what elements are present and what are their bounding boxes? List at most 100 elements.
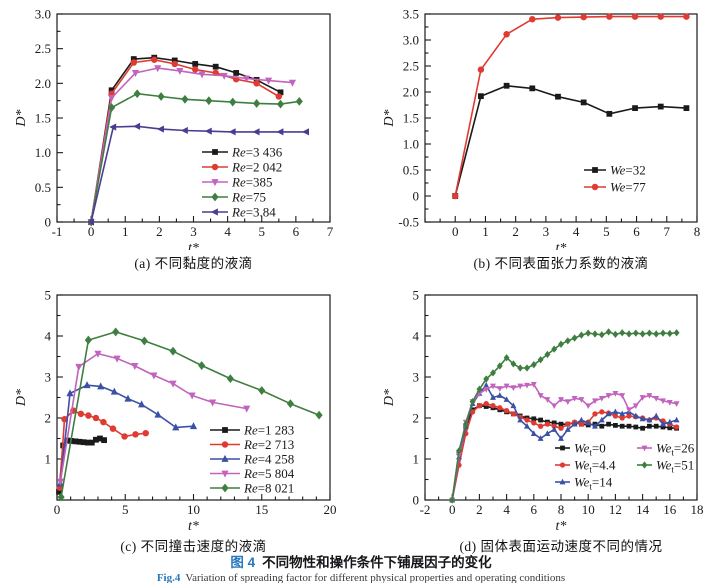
subplot-c: 0 5 10 15 20 1 2 3 4 5 t* D* Re=1 283 Re=2 713 Re=4 25…: [0, 283, 361, 566]
chart-d-series-3: [449, 382, 680, 504]
svg-text:14: 14: [636, 502, 650, 517]
figure-number: 图 4: [230, 555, 256, 570]
svg-text:1.5: 1.5: [35, 111, 51, 126]
svg-text:0: 0: [413, 493, 420, 508]
chart-a-series-4: [87, 122, 310, 226]
svg-text:Wet=4.4: Wet=4.4: [574, 458, 616, 475]
svg-text:0: 0: [413, 189, 420, 204]
svg-text:Wet=51: Wet=51: [656, 458, 694, 475]
svg-text:16: 16: [663, 502, 677, 517]
subplot-a: -1 0 1 2 3 4 5 6 7 0 0.5 1.0 1.5 2.0 2.5 3.0 t* D* Re=3 43…: [0, 0, 361, 283]
svg-text:-2: -2: [420, 502, 431, 517]
svg-text:4: 4: [503, 502, 510, 517]
svg-text:2.0: 2.0: [403, 85, 419, 100]
chart-d-series-4: [449, 328, 680, 504]
svg-text:2: 2: [476, 502, 483, 517]
svg-text:1: 1: [413, 452, 420, 467]
svg-text:5: 5: [413, 288, 420, 303]
subplot-d-caption: (d) 固体表面运动速度不同的情况: [459, 539, 663, 554]
svg-text:Re=8 021: Re=8 021: [243, 481, 294, 496]
svg-text:Re=2 042: Re=2 042: [231, 160, 282, 175]
chart-b-tick-labels: 0 1 2 3 4 5 6 7 8 -0.5 0 0.5 1.0 1.5 2.0 2.5 3.0 3.5: [398, 7, 700, 240]
svg-text:15: 15: [255, 502, 268, 517]
figure-title-text: 不同物性和操作条件下铺展因子的变化: [262, 555, 492, 570]
svg-text:Re=1 283: Re=1 283: [243, 423, 294, 438]
chart-b-canvas: 0 1 2 3 4 5 6 7 8 -0.5 0 0.5 1.0 1.5 2.0 2.5 3.0 3.5 t* D* W…: [382, 7, 700, 251]
chart-b-axes: [424, 13, 698, 223]
svg-text:-1: -1: [52, 224, 63, 239]
svg-text:Re=2 713: Re=2 713: [243, 437, 294, 452]
svg-text:0: 0: [88, 224, 95, 239]
svg-text:We=77: We=77: [610, 180, 646, 195]
svg-text:3: 3: [45, 370, 52, 385]
svg-text:20: 20: [324, 502, 337, 517]
svg-text:3: 3: [190, 224, 197, 239]
figure-caption-zh: 图 4 不同物性和操作条件下铺展因子的变化: [0, 551, 722, 571]
chart-a-canvas: -1 0 1 2 3 4 5 6 700.51.01.52.02.53.0t*D*Re=3 43…: [14, 7, 334, 251]
svg-text:4: 4: [45, 329, 52, 344]
svg-text:3: 3: [413, 370, 420, 385]
chart-c-series-1: [56, 407, 149, 491]
svg-text:3.0: 3.0: [35, 7, 51, 22]
subplot-c-caption: (c) 不同撞击速度的液滴: [120, 539, 267, 554]
chart-a-tick-labels: -1 0 1 2 3 4 5 6 700.51.01.52.02.53.0: [35, 7, 334, 240]
svg-text:10: 10: [582, 502, 595, 517]
svg-text:Re=75: Re=75: [231, 190, 266, 205]
subplot-b-caption: (b) 不同表面张力系数的液滴: [473, 256, 649, 271]
chart-b-series-1: [451, 13, 690, 200]
svg-text:Re=3.84: Re=3.84: [231, 205, 276, 220]
svg-text:Wet=26: Wet=26: [656, 441, 695, 458]
svg-text:3.5: 3.5: [403, 7, 419, 22]
subplot-a-caption: (a) 不同黏度的液滴: [134, 256, 253, 271]
svg-text:5: 5: [45, 288, 52, 303]
svg-text:2.0: 2.0: [35, 76, 51, 91]
svg-text:0.5: 0.5: [403, 163, 419, 178]
chart-b-xlabel: t*: [556, 241, 567, 250]
svg-text:Re=5 804: Re=5 804: [243, 466, 295, 481]
svg-text:6: 6: [633, 224, 640, 239]
chart-b-series-0: [452, 82, 690, 199]
svg-text:4: 4: [413, 329, 420, 344]
svg-text:4: 4: [573, 224, 580, 239]
svg-text:3: 3: [543, 224, 550, 239]
subplot-b: 0 1 2 3 4 5 6 7 8 -0.5 0 0.5 1.0 1.5 2.0 2.5 3.0 3.5 t* D* W…: [361, 0, 722, 283]
subplot-d: -2 0 2 4 6 8 10 12 14 16 18 0 1 2 3 4 5 t* D* Wet=0 Wet=4.4 W…: [361, 283, 722, 566]
chart-c-xlabel: t*: [188, 519, 199, 533]
svg-text:7: 7: [327, 224, 334, 239]
svg-text:8: 8: [694, 224, 701, 239]
svg-text:4: 4: [224, 224, 231, 239]
svg-text:-0.5: -0.5: [398, 215, 419, 230]
svg-text:5: 5: [122, 502, 129, 517]
svg-text:5: 5: [259, 224, 266, 239]
chart-d-canvas: -2 0 2 4 6 8 10 12 14 16 18012345t*D*Wet=0Wet=4.4W…: [382, 288, 704, 534]
svg-text:8: 8: [558, 502, 565, 517]
svg-text:1.0: 1.0: [403, 137, 419, 152]
chart-a-series-3: [87, 89, 303, 227]
svg-text:2: 2: [156, 224, 163, 239]
svg-text:0.5: 0.5: [35, 180, 51, 195]
chart-d-series-1: [449, 400, 680, 503]
figure-number-en: Fig.4: [156, 572, 181, 583]
svg-text:2.5: 2.5: [403, 59, 419, 74]
chart-d-xlabel: t*: [556, 519, 567, 533]
chart-c-tick-labels: 0 5 10 15 20 1 2 3 4 5: [45, 288, 337, 518]
svg-text:6: 6: [293, 224, 300, 239]
chart-a-axes: [56, 13, 331, 223]
chart-c-ylabel: D*: [14, 389, 29, 407]
figure-caption-en-text: Variation of spreading factor for differ…: [185, 572, 566, 583]
svg-text:1: 1: [45, 452, 52, 467]
svg-text:1: 1: [122, 224, 129, 239]
svg-text:5: 5: [603, 224, 610, 239]
svg-text:0: 0: [449, 502, 456, 517]
svg-text:0: 0: [54, 502, 61, 517]
svg-text:We=32: We=32: [610, 163, 646, 178]
svg-text:10: 10: [187, 502, 200, 517]
svg-text:2: 2: [45, 411, 52, 426]
svg-text:7: 7: [664, 224, 671, 239]
svg-text:Wet=14: Wet=14: [574, 475, 613, 492]
svg-text:2: 2: [512, 224, 519, 239]
